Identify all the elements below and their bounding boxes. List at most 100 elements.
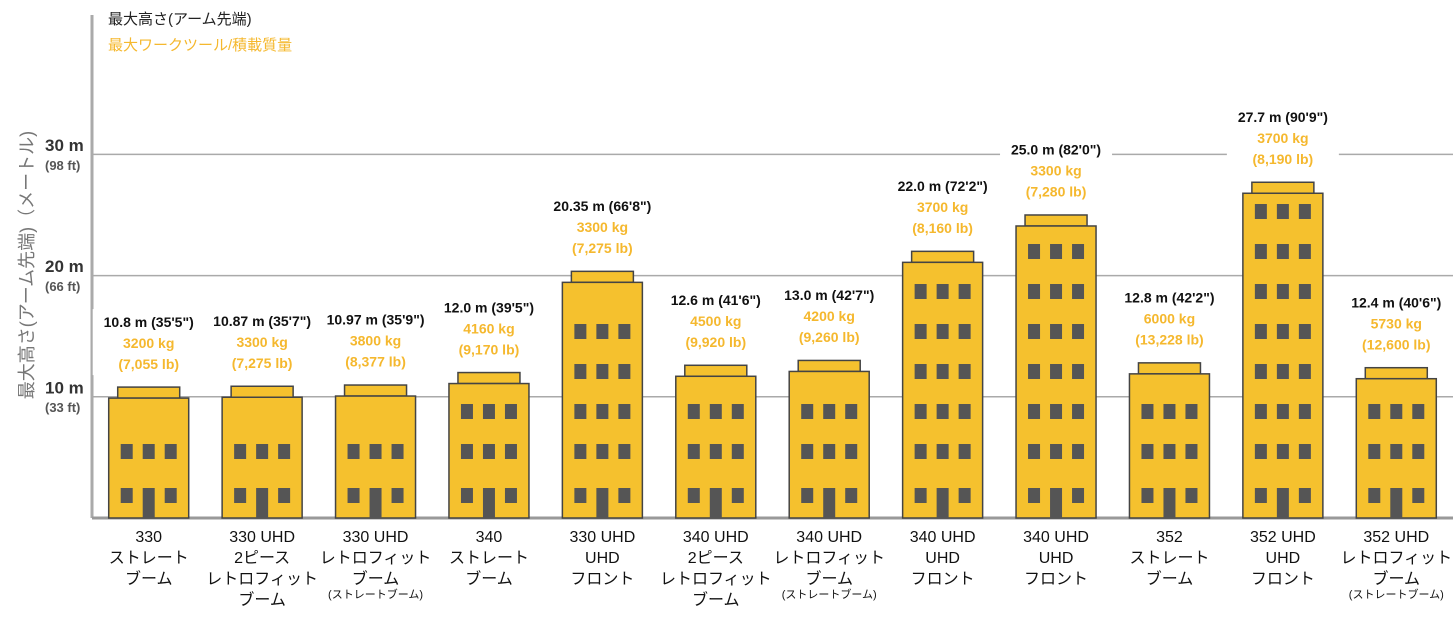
- window: [1255, 404, 1267, 419]
- x-tick-label: レトロフィット: [1340, 550, 1452, 567]
- window: [959, 364, 971, 379]
- window: [461, 488, 473, 503]
- door: [823, 488, 835, 518]
- value-sublabel: (7,275 lb): [572, 240, 633, 256]
- window: [1390, 404, 1402, 419]
- roof: [118, 387, 180, 398]
- x-tick-label: レトロフィット: [660, 571, 772, 588]
- x-tick-label: フロント: [570, 571, 634, 588]
- page: {"chart_data": { "type": "bar", "y_label…: [0, 0, 1453, 618]
- window: [937, 284, 949, 299]
- x-tick-label: 330 UHD: [569, 529, 635, 546]
- window: [823, 444, 835, 459]
- window: [278, 488, 290, 503]
- window: [505, 444, 517, 459]
- window: [143, 444, 155, 459]
- building: [222, 386, 302, 518]
- value-label: 4200 kg: [804, 308, 855, 324]
- window: [1050, 244, 1062, 259]
- window: [732, 404, 744, 419]
- y-tick-label: 30 m: [45, 136, 84, 155]
- x-tick-label: 340 UHD: [1023, 529, 1089, 546]
- value-label: 10.97 m (35'9"): [327, 312, 425, 328]
- window: [915, 444, 927, 459]
- window: [801, 444, 813, 459]
- value-label: 3700 kg: [917, 199, 968, 215]
- window: [1028, 444, 1040, 459]
- window: [1028, 284, 1040, 299]
- window: [959, 444, 971, 459]
- window: [1163, 444, 1175, 459]
- window: [596, 324, 608, 339]
- window: [1050, 324, 1062, 339]
- building: [789, 360, 869, 518]
- window: [370, 444, 382, 459]
- x-tick-label: 330 UHD: [343, 529, 409, 546]
- window: [1141, 444, 1153, 459]
- x-tick-label: 352 UHD: [1363, 529, 1429, 546]
- door: [483, 488, 495, 518]
- window: [1277, 204, 1289, 219]
- window: [1368, 488, 1380, 503]
- x-tick-label: ブーム: [1146, 569, 1194, 588]
- door: [1390, 488, 1402, 518]
- bar: [562, 282, 642, 518]
- window: [823, 404, 835, 419]
- x-tick-label: 352 UHD: [1250, 529, 1316, 546]
- window: [1185, 404, 1197, 419]
- window: [710, 404, 722, 419]
- x-tick-note: (ストレートブーム): [328, 587, 423, 601]
- window: [234, 444, 246, 459]
- roof: [1365, 368, 1427, 379]
- x-tick-label: ブーム: [352, 569, 400, 588]
- window: [618, 364, 630, 379]
- window: [1255, 244, 1267, 259]
- window: [1299, 324, 1311, 339]
- roof: [345, 385, 407, 396]
- value-label: 10.87 m (35'7"): [213, 313, 311, 329]
- window: [1277, 284, 1289, 299]
- y-tick-sublabel: (33 ft): [45, 400, 80, 415]
- y-tick-sublabel: (66 ft): [45, 279, 80, 294]
- window: [1368, 404, 1380, 419]
- door: [143, 488, 155, 518]
- y-tick-sublabel: (98 ft): [45, 158, 80, 173]
- window: [483, 444, 495, 459]
- y-axis-label: 最大高さ(アーム先端)（メートル): [17, 131, 37, 399]
- window: [1072, 284, 1084, 299]
- building: [449, 373, 529, 518]
- roof: [1138, 363, 1200, 374]
- value-label: 27.7 m (90'9"): [1238, 109, 1328, 125]
- roof: [231, 386, 293, 397]
- window: [1412, 488, 1424, 503]
- building: [562, 271, 642, 518]
- window: [1390, 444, 1402, 459]
- window: [461, 444, 473, 459]
- x-tick-label: フロント: [1251, 571, 1315, 588]
- window: [1028, 324, 1040, 339]
- x-tick-label: 330: [135, 529, 162, 546]
- window: [1299, 284, 1311, 299]
- window: [1255, 204, 1267, 219]
- window: [1277, 324, 1289, 339]
- window: [1185, 488, 1197, 503]
- window: [1050, 364, 1062, 379]
- window: [937, 444, 949, 459]
- roof: [1025, 215, 1087, 226]
- window: [1072, 488, 1084, 503]
- window: [618, 444, 630, 459]
- roof: [798, 360, 860, 371]
- window: [596, 364, 608, 379]
- x-tick-label: 2ピース: [688, 550, 744, 567]
- x-tick-label: UHD: [1039, 550, 1074, 567]
- window: [1141, 404, 1153, 419]
- window: [915, 324, 927, 339]
- bar: [903, 262, 983, 518]
- window: [1299, 244, 1311, 259]
- value-label: 3700 kg: [1257, 130, 1308, 146]
- door: [937, 488, 949, 518]
- window: [574, 404, 586, 419]
- window: [574, 364, 586, 379]
- x-tick-note: (ストレートブーム): [782, 587, 877, 601]
- window: [392, 488, 404, 503]
